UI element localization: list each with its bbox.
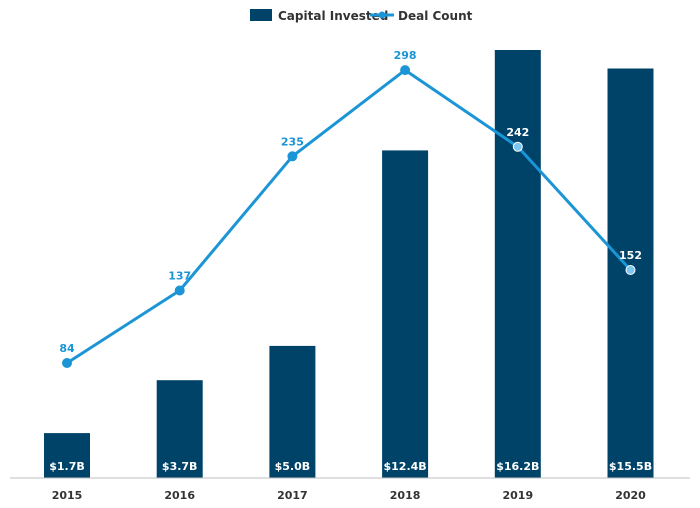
bar-label-2020: $15.5B (609, 460, 652, 473)
x-tick-2016: 2016 (164, 489, 195, 502)
bar-2015 (44, 433, 90, 478)
legend: Capital Invested Deal Count (250, 9, 473, 23)
legend-label-deal-count: Deal Count (398, 9, 473, 23)
bar-2019 (494, 50, 541, 478)
deal-count-label-2018: 298 (394, 49, 417, 62)
bar-2016 (156, 380, 203, 478)
x-tick-2019: 2019 (502, 489, 533, 502)
bar-label-2015: $1.7B (49, 460, 85, 473)
deal-count-point-2016 (174, 285, 185, 296)
x-axis-ticks: 2015 2016 2017 2018 2019 2020 (52, 489, 646, 502)
bar-2018 (382, 150, 429, 478)
deal-count-label-2020: 152 (619, 249, 642, 262)
x-tick-2020: 2020 (615, 489, 646, 502)
deal-count-point-2019 (512, 141, 523, 152)
deal-count-label-2017: 235 (281, 135, 304, 148)
legend-label-capital-invested: Capital Invested (278, 9, 388, 23)
x-tick-2018: 2018 (390, 489, 421, 502)
bar-label-2019: $16.2B (496, 460, 539, 473)
legend-marker-deal-count (378, 11, 386, 19)
bar-label-2018: $12.4B (384, 460, 427, 473)
deal-count-point-2020 (625, 265, 636, 275)
deal-count-label-2015: 84 (59, 342, 75, 355)
bar-label-2016: $3.7B (162, 460, 198, 473)
deal-count-line (66, 68, 632, 365)
line-deal-count: 84 137 235 298 242 152 (59, 49, 642, 368)
bars-capital-invested: $1.7B $3.7B $5.0B $12.4B $16.2B $15.5B (44, 50, 654, 478)
x-tick-2017: 2017 (277, 489, 308, 502)
deal-count-point-2018 (400, 65, 411, 76)
x-tick-2015: 2015 (52, 489, 83, 502)
bar-2017 (269, 345, 316, 478)
deal-count-label-2019: 242 (506, 126, 529, 139)
bar-label-2017: $5.0B (275, 460, 311, 473)
deal-count-point-2015 (62, 358, 72, 368)
deal-count-label-2016: 137 (168, 270, 191, 283)
deal-count-point-2017 (287, 151, 298, 162)
legend-swatch-capital-invested (250, 9, 272, 21)
